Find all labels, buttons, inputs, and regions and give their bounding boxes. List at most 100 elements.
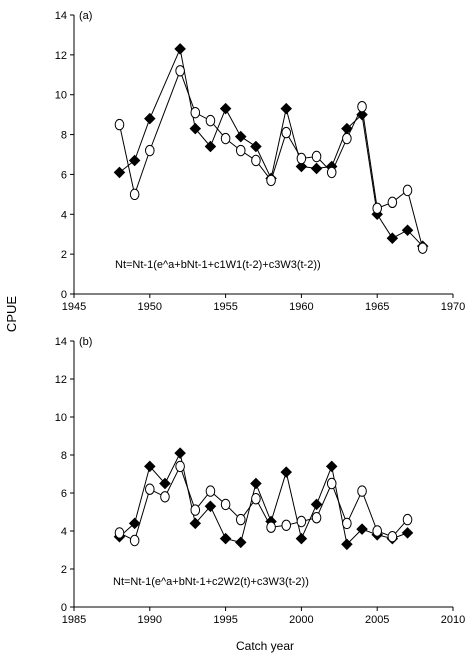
panel-a-circle-point xyxy=(402,184,413,197)
panel-a-y-tick-label: 4 xyxy=(61,209,67,221)
panel-b-circle-point xyxy=(129,534,140,547)
panel-b-circle-point xyxy=(357,485,367,497)
panel-b-diamond-point xyxy=(341,538,353,551)
panel-b-diamond-point xyxy=(356,523,368,535)
panel-b-y-tick-label: 12 xyxy=(55,374,67,386)
panel-b-circle-point xyxy=(296,515,307,528)
panel-b-diamond-point xyxy=(174,447,186,459)
panel-a-diamond-point xyxy=(280,102,293,115)
panel-a-diamond-point xyxy=(250,140,262,153)
panel-b-x-tick-label: 1985 xyxy=(62,614,86,626)
panel-a-circle-point xyxy=(296,152,307,165)
panel-a-diamond-point xyxy=(174,43,186,55)
panel-a-circle-point xyxy=(145,144,155,157)
panel-a-y-tick-label: 2 xyxy=(61,249,67,261)
panel-b-formula: Nt=Nt-1(e^a+bNt-1+c2W2(t)+c3W3(t-2)) xyxy=(113,576,309,588)
panel-a-x-tick-label: 1970 xyxy=(441,301,465,313)
panel-b-diamond-point xyxy=(280,466,293,478)
panel-b-x-tick-label: 2005 xyxy=(365,614,389,626)
panel-a-label: (a) xyxy=(79,10,92,22)
panel-b-y-tick-label: 8 xyxy=(61,450,67,462)
panel-a-circle-point xyxy=(387,196,398,209)
panel-a-diamond-point xyxy=(234,130,247,143)
panel-a-series-line-1 xyxy=(119,47,424,247)
panel-a-diamond-point xyxy=(113,166,126,179)
panel-b-circle-point xyxy=(387,531,398,543)
panel-a-x-tick-label: 1965 xyxy=(365,301,389,313)
panel-b-y-tick-label: 6 xyxy=(61,488,67,500)
panel-a-diamond-point xyxy=(128,154,141,167)
panel-b-circle-point xyxy=(220,498,231,511)
panel-a-y-tick-label: 6 xyxy=(61,169,67,181)
panel-a-diamond-point xyxy=(295,160,308,173)
panel-a-diamond-point xyxy=(356,108,368,121)
panel-a-diamond-point xyxy=(144,112,156,125)
panel-a-circle-point xyxy=(205,114,216,127)
panel-b-y-tick-label: 14 xyxy=(55,336,67,348)
panel-b-x-tick-label: 1995 xyxy=(213,614,237,626)
panel-b-circle-point xyxy=(311,512,322,524)
panel-a-formula: Nt=Nt-1(e^a+bNt-1+c1W1(t-2)+c3W3(t-2)) xyxy=(115,259,321,271)
panel-a-y-tick-label: 14 xyxy=(55,10,67,22)
panel-b-diamond-point xyxy=(204,500,217,513)
panel-b-circle-point xyxy=(145,483,155,495)
panel-a-diamond-point xyxy=(401,224,414,236)
panel-a-series-line-2 xyxy=(119,69,424,249)
panel-b-y-tick-label: 10 xyxy=(55,412,67,424)
panel-b-diamond-point xyxy=(159,477,171,490)
panel-a-circle-point xyxy=(342,132,352,145)
panel-b-diamond-point xyxy=(144,460,156,473)
panel-b-circle-point xyxy=(235,513,246,526)
panel-a-y-tick-label: 0 xyxy=(61,289,67,301)
panel-a-x-tick-label: 1945 xyxy=(62,301,86,313)
panel-a-y-tick-label: 12 xyxy=(55,50,67,62)
panel-a-y-tick-label: 10 xyxy=(55,90,67,102)
panel-a-x-tick-label: 1950 xyxy=(138,301,162,313)
panel-a-circle-point xyxy=(266,174,276,187)
panel-b-circle-point xyxy=(372,525,383,537)
panel-b-diamond-point xyxy=(189,517,202,530)
panel-b-circle-point xyxy=(281,519,292,531)
panel-a-circle-point xyxy=(372,202,383,215)
panel-a-circle-point xyxy=(235,144,246,157)
panel-b-label: (b) xyxy=(79,336,92,348)
panel-b-circle-point xyxy=(251,493,261,505)
panel-b-circle-point xyxy=(160,491,170,503)
panel-a-diamond-point xyxy=(204,140,217,153)
panel-b-diamond-point xyxy=(234,536,247,549)
panel-b-circle-point xyxy=(402,513,413,526)
panel-b-circle-point xyxy=(114,527,125,539)
panel-a-circle-point xyxy=(311,150,322,163)
panel-a-diamond-point xyxy=(386,232,399,244)
panel-a-circle-point xyxy=(190,106,201,119)
panel-b-x-tick-label: 2000 xyxy=(289,614,313,626)
panel-b-y-tick-label: 4 xyxy=(61,526,67,538)
panel-a-circle-point xyxy=(281,126,292,139)
panel-a-circle-point xyxy=(251,154,261,167)
panel-b-y-tick-label: 2 xyxy=(61,564,67,576)
panel-b-diamond-point xyxy=(401,527,414,539)
panel-b-y-tick-label: 0 xyxy=(61,602,67,614)
panel-b-diamond-point xyxy=(325,460,338,473)
panel-b-diamond-point xyxy=(250,477,262,490)
panel-b-diamond-point xyxy=(295,532,308,545)
x-axis-title: Catch year xyxy=(236,639,294,653)
panel-a-circle-point xyxy=(417,242,428,254)
panel-b-circle-point xyxy=(342,517,352,530)
panel-b-circle-point xyxy=(205,485,216,497)
panel-b-diamond-point xyxy=(219,532,232,545)
panel-b-circle-point xyxy=(326,477,337,490)
panel-b-x-tick-label: 1990 xyxy=(138,614,162,626)
panel-a-circle-point xyxy=(220,132,231,145)
panel-a-circle-point xyxy=(357,100,367,113)
panel-a-x-tick-label: 1955 xyxy=(213,301,237,313)
panel-a-diamond-point xyxy=(310,162,323,175)
panel-a-x-tick-label: 1960 xyxy=(289,301,313,313)
panel-a-circle-point xyxy=(129,188,140,201)
panel-a-diamond-point xyxy=(219,102,232,115)
panel-a-diamond-point xyxy=(189,122,202,135)
panel-b-series-line-2 xyxy=(119,465,408,542)
panel-b-circle-point xyxy=(266,521,276,533)
